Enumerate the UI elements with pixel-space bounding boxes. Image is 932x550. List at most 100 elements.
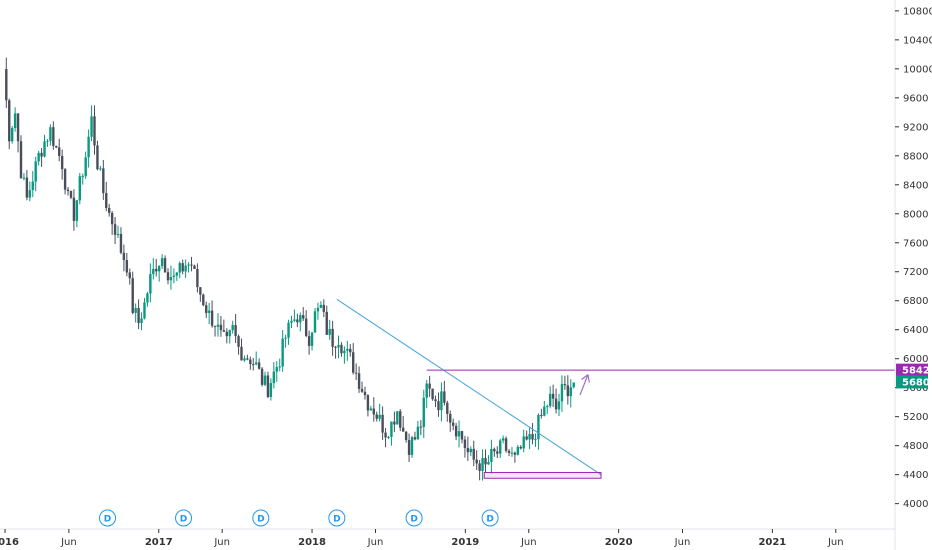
candle-body — [381, 414, 384, 433]
candle-body — [143, 302, 146, 319]
candle-body — [513, 452, 517, 455]
candle-body — [75, 200, 79, 221]
candle-body — [116, 233, 120, 235]
candles-group — [5, 57, 575, 481]
candle-body — [428, 383, 431, 389]
y-tick-label: 10000 — [903, 64, 932, 75]
candle-body — [216, 324, 220, 327]
candle-body — [122, 252, 126, 261]
candle-body — [546, 406, 549, 408]
candle-body — [569, 387, 572, 397]
x-tick-label: 2021 — [758, 537, 786, 548]
candle-body — [184, 265, 187, 272]
candle-body — [313, 311, 317, 333]
candle-body — [422, 397, 425, 427]
candle-body — [296, 319, 299, 323]
candle-body — [272, 371, 276, 384]
candle-body — [137, 307, 140, 324]
candle-body — [487, 461, 490, 465]
y-tick-label: 8000 — [903, 209, 928, 220]
y-tick-label: 4800 — [903, 441, 928, 452]
price-axis[interactable]: 4000 4400 4800 5200 5600 6000 6400 6800 7200 7600… — [895, 6, 932, 510]
candle-body — [31, 181, 34, 191]
candle-body — [304, 318, 308, 336]
candle-body — [434, 399, 437, 402]
dividend-marker — [175, 509, 193, 527]
dividend-label: D — [410, 515, 417, 525]
y-tick-label: 7600 — [903, 238, 928, 249]
y-tick-label: 8800 — [903, 151, 928, 162]
dividend-marker — [99, 509, 117, 527]
candle-body — [113, 224, 117, 235]
candle-body — [319, 304, 323, 308]
candle-body — [278, 366, 281, 368]
candle-body — [354, 372, 358, 374]
candle-body — [449, 413, 452, 423]
time-axis[interactable]: 2016 Jun 2017 Jun 2018 Jun 2019 Jun 2020 Jun 2021 J… — [0, 529, 844, 548]
y-tick-label: 7200 — [903, 267, 928, 278]
x-tick-label: 2016 — [0, 537, 19, 548]
x-tick-label: 2017 — [145, 537, 173, 548]
candle-body — [431, 388, 434, 400]
candle-body — [131, 278, 134, 313]
arrow-shaft — [579, 374, 589, 396]
plot-area[interactable] — [0, 0, 895, 529]
candle-body — [196, 268, 199, 288]
candle-body — [481, 458, 484, 471]
candle-body — [551, 393, 555, 399]
candle-body — [81, 176, 84, 178]
candle-body — [257, 362, 261, 369]
candle-body — [325, 311, 328, 335]
candle-body — [281, 338, 284, 367]
candle-body — [287, 322, 290, 338]
candle-body — [572, 382, 575, 388]
candle-body — [60, 156, 64, 170]
dividend-label: D — [104, 515, 111, 525]
candle-body — [360, 388, 364, 392]
candle-body — [284, 337, 287, 339]
y-tick-label: 8400 — [903, 180, 928, 191]
candle-body — [119, 233, 123, 253]
candle-body — [63, 169, 67, 190]
candle-body — [534, 439, 537, 441]
y-tick-label: 9600 — [903, 93, 928, 104]
x-tick-label: Jun — [827, 537, 844, 548]
candle-body — [299, 315, 302, 323]
y-tick-label: 5600 — [903, 383, 928, 394]
candle-body — [213, 325, 217, 327]
candle-body — [302, 315, 305, 319]
candle-body — [19, 141, 23, 179]
candle-body — [454, 425, 458, 437]
candle-body — [463, 439, 467, 448]
support-box — [483, 471, 602, 479]
drawings-group — [336, 298, 895, 479]
candle-body — [384, 432, 387, 438]
dividend-label: D — [257, 515, 264, 525]
candle-body — [146, 293, 149, 303]
candle-body — [69, 191, 73, 198]
candle-body — [40, 152, 43, 157]
candle-body — [443, 391, 446, 403]
candle-body — [537, 415, 540, 440]
price-tag-value: 5680 — [902, 377, 930, 388]
candle-body — [337, 344, 340, 348]
candle-body — [510, 452, 514, 454]
candle-body — [237, 336, 240, 347]
candle-body — [501, 438, 505, 441]
x-tick-label: 2018 — [298, 537, 326, 548]
x-tick-label: Jun — [60, 537, 77, 548]
candle-body — [540, 415, 543, 417]
dividend-marker — [405, 509, 423, 527]
candle-body — [163, 258, 167, 273]
candle-body — [557, 401, 561, 410]
candle-body — [155, 268, 158, 272]
candle-body — [307, 335, 311, 346]
candle-body — [8, 100, 11, 142]
candle-body — [105, 193, 108, 208]
candle-body — [28, 190, 32, 198]
candle-body — [181, 263, 184, 272]
dividend-marker — [252, 509, 270, 527]
candle-body — [160, 258, 164, 267]
candle-body — [58, 147, 61, 157]
